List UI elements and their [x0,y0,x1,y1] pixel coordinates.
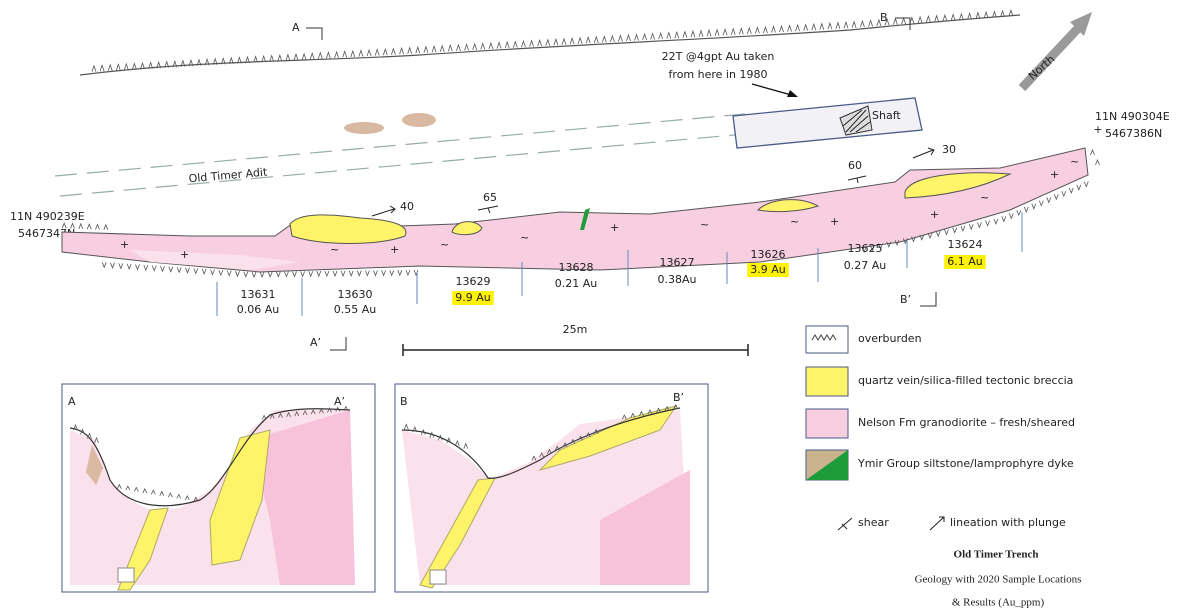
sample-result: 0.55 Au [334,303,377,316]
lineation-symbol [930,517,944,530]
inset-label: A’ [334,395,345,408]
overburden-hatch [92,10,1013,72]
section-label: B [880,11,888,24]
north-label: North [1026,52,1058,82]
texture-mark: ~ [980,191,989,204]
coordinate: 11N 490239E [10,210,85,223]
inset-label: B’ [673,391,684,404]
coordinate: 5467386N [1105,127,1162,140]
adit-label: Old Timer Adit [188,166,268,186]
texture-mark: + [390,243,399,256]
subtitle: Geology with 2020 Sample Locations [915,574,1082,586]
geology-map: A B North 22T @4gpt Au taken from here i… [0,0,1179,612]
sample-id: 13627 [660,256,695,269]
north-arrow: North [1022,12,1092,88]
adit [55,114,745,196]
sample-box [430,570,446,584]
attitude-label: 65 [483,191,497,204]
overburden-hatch [1091,150,1100,165]
sample-id: 13630 [338,288,373,301]
texture-mark: + [830,215,839,228]
texture-mark: ~ [440,238,449,251]
sample-id: 13624 [948,238,983,251]
note-arrowhead [787,90,798,97]
legend-swatch [806,367,848,396]
note-line: from here in 1980 [669,68,768,81]
attitude-label: 40 [400,200,414,213]
attitude-label: 60 [848,159,862,172]
texture-mark: + [120,238,129,251]
section-tick [330,337,346,350]
legend-label: quartz vein/silica-filled tectonic brecc… [858,374,1073,387]
sample-result: 0.38Au [658,273,697,286]
sample-id: 13626 [751,248,786,261]
inset-label: A [68,395,76,408]
texture-mark: ~ [520,231,529,244]
texture-mark: ~ [330,243,339,256]
overburden-patch [402,113,436,127]
scale-label: 25m [563,323,588,336]
sample-box [118,568,134,582]
scale-bar [403,344,748,356]
sample-result: 0.27 Au [844,259,887,272]
legend-label: lineation with plunge [950,516,1066,529]
subtitle: & Results (Au_ppm) [952,597,1045,609]
sample-result: 0.06 Au [237,303,280,316]
sample-id: 13631 [241,288,276,301]
shaft-label: Shaft [872,109,901,122]
legend-swatch [806,409,848,438]
coordinate: 11N 490304E [1095,110,1170,123]
section-label: A [292,21,300,34]
overburden-patch [344,122,384,134]
sample-id: 13625 [848,242,883,255]
shaft-box [733,98,922,148]
topo-line [80,15,1020,75]
sample-id: 13628 [559,261,594,274]
sample-result: 6.1 Au [947,255,983,268]
inset-label: B [400,395,408,408]
section-label: B’ [900,293,911,306]
sample-result: 3.9 Au [750,263,786,276]
texture-mark: + [180,248,189,261]
section-tick [920,292,936,306]
section-label: A’ [310,336,321,349]
note-line: 22T @4gpt Au taken [662,50,775,63]
section-tick [306,28,322,40]
shear-symbol [838,518,852,530]
texture-mark: + [930,208,939,221]
texture-mark: ~ [1070,155,1079,168]
texture-mark: + [1050,168,1059,181]
legend-label: shear [858,516,889,529]
quartz-vein [290,215,406,244]
legend-label: Nelson Fm granodiorite – fresh/sheared [858,416,1075,429]
title: Old Timer Trench [954,549,1039,561]
sample-id: 13629 [456,275,491,288]
texture-mark: ~ [700,218,709,231]
texture-mark: + [610,221,619,234]
legend-label: Ymir Group siltstone/lamprophyre dyke [857,457,1074,470]
texture-mark: ~ [790,215,799,228]
attitude-label: 30 [942,143,956,156]
survey-cross: + [1093,123,1102,136]
sample-result: 9.9 Au [455,291,491,304]
legend-label: overburden [858,332,922,345]
sample-result: 0.21 Au [555,277,598,290]
